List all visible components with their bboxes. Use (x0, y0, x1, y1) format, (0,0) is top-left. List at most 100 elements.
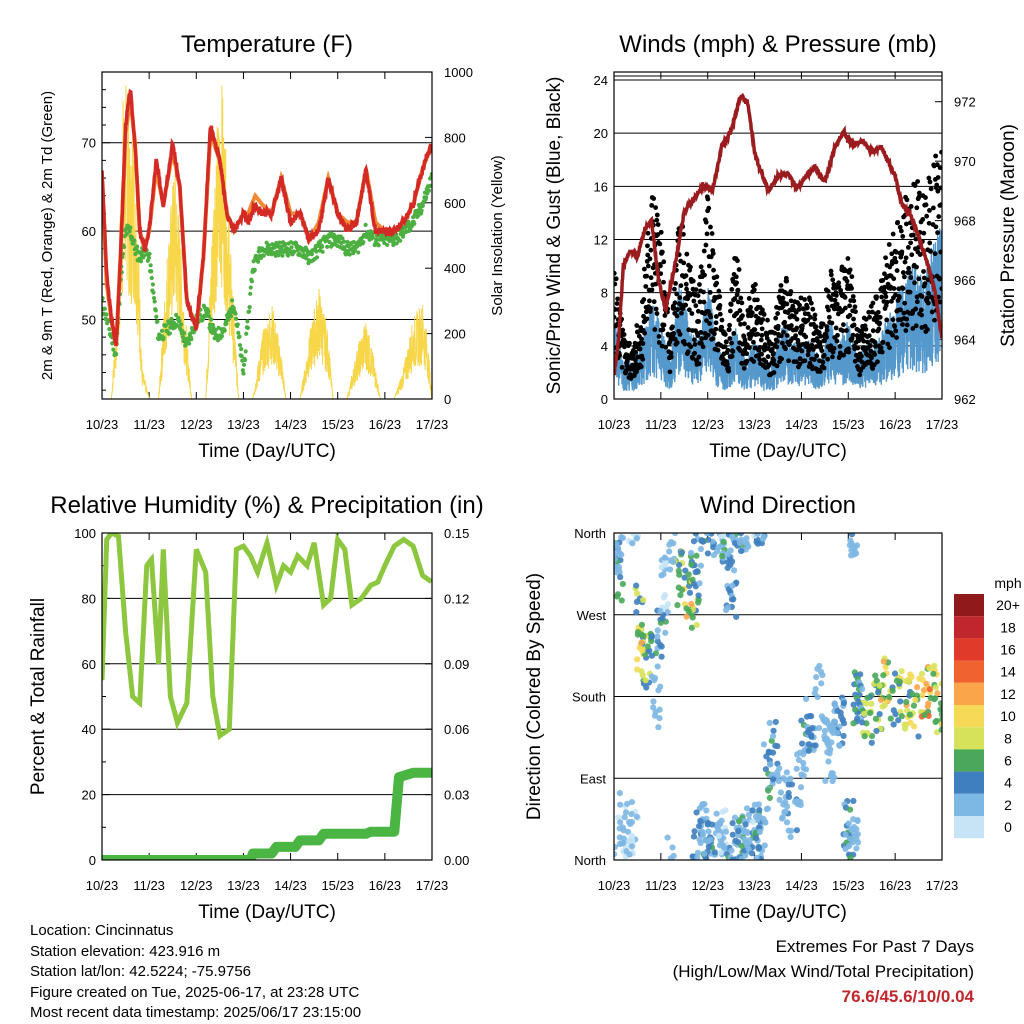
data-point-gust (832, 297, 838, 303)
data-point-gust (771, 370, 777, 375)
data-point-direction (868, 739, 875, 746)
data-point-direction (770, 727, 777, 734)
data-point-direction (755, 801, 762, 808)
data-point-gust (784, 333, 790, 338)
colorbar-swatch (954, 727, 984, 750)
data-point-gust (834, 338, 840, 344)
data-point-direction (931, 662, 938, 669)
data-point-direction (745, 845, 752, 853)
data-point-direction (642, 677, 649, 684)
data-point-gust (925, 327, 930, 332)
y-tick-label: 8 (601, 286, 608, 301)
data-point-dewpoint (222, 328, 227, 333)
data-point-gust (713, 320, 719, 326)
data-point-gust (870, 328, 876, 334)
data-point-gust (814, 344, 819, 349)
data-point-gust (867, 314, 872, 320)
data-point-dewpoint (155, 319, 160, 324)
data-point-direction (683, 613, 690, 620)
data-point-gust (727, 308, 733, 314)
panel-temperature: Temperature (F) Time (Day/UTC) 2m & 9m T (… (39, 31, 506, 462)
data-point-gust (651, 196, 657, 201)
data-point-dewpoint (152, 299, 157, 304)
data-point-dewpoint (261, 253, 266, 258)
y-right-tick-label: 966 (954, 273, 976, 288)
data-point-gust (703, 242, 709, 248)
data-point-gust (761, 312, 767, 317)
data-point-direction (716, 819, 723, 826)
data-point-gust (798, 295, 804, 301)
data-point-gust (907, 289, 913, 295)
data-point-direction (618, 534, 625, 541)
data-point-dewpoint (252, 267, 257, 272)
data-point-direction (924, 703, 931, 710)
data-point-gust (784, 301, 790, 307)
data-point-gust (812, 316, 818, 322)
x-tick-label: 16/23 (369, 417, 402, 432)
data-point-direction (813, 673, 820, 681)
data-point-direction (674, 602, 681, 609)
data-point-gust (819, 348, 825, 353)
data-point-direction (617, 574, 624, 581)
data-point-gust (642, 330, 648, 336)
data-point-direction (617, 819, 624, 826)
data-point-direction (698, 537, 705, 544)
data-point-gust (886, 242, 892, 247)
data-point-gust (831, 282, 837, 287)
data-point-gust (874, 294, 879, 300)
data-point-gust (914, 264, 919, 270)
data-point-direction (659, 615, 666, 622)
data-point-direction (836, 742, 843, 749)
data-point-gust (780, 340, 785, 346)
data-point-direction (822, 777, 829, 784)
data-point-direction (772, 718, 779, 726)
panel-title: Temperature (F) (181, 31, 353, 58)
data-point-gust (812, 357, 817, 362)
data-point-gust (690, 278, 696, 284)
data-point-direction (754, 812, 762, 819)
y-tick-label: East (580, 771, 606, 786)
data-point-gust (933, 153, 939, 159)
data-point-gust (820, 321, 826, 327)
data-point-direction (724, 559, 731, 566)
data-point-gust (821, 365, 827, 371)
data-point-gust (691, 298, 697, 304)
data-point-direction (732, 837, 739, 844)
data-point-direction (626, 838, 633, 845)
data-point-gust (734, 292, 740, 298)
data-point-gust (794, 316, 800, 322)
data-point-direction (909, 690, 916, 698)
data-point-gust (658, 229, 664, 235)
data-point-direction (926, 665, 933, 672)
data-point-dewpoint (237, 343, 243, 348)
data-point-gust (757, 357, 763, 362)
data-point-gust (825, 288, 831, 294)
data-point-direction (793, 827, 801, 834)
y-right-tick-label: 800 (444, 130, 466, 145)
data-point-direction (868, 700, 875, 707)
data-point-gust (891, 286, 897, 291)
data-point-direction (675, 561, 683, 569)
colorbar-swatch (954, 793, 984, 816)
data-point-direction (724, 564, 731, 571)
data-point-direction (625, 818, 633, 826)
data-point-direction (774, 773, 781, 780)
data-point-gust (909, 252, 915, 258)
data-point-gust (828, 268, 834, 274)
data-point-dewpoint (149, 275, 154, 281)
data-point-direction (660, 594, 668, 601)
data-point-gust (648, 247, 654, 253)
data-point-gust (831, 346, 837, 351)
data-point-gust (869, 355, 874, 361)
data-point-direction (615, 814, 622, 821)
data-point-gust (655, 222, 661, 227)
x-tick-label: 10/23 (86, 878, 119, 893)
data-point-gust (755, 331, 761, 337)
data-point-dewpoint (206, 309, 211, 314)
data-point-gust (641, 297, 647, 302)
data-point-gust (661, 322, 667, 328)
data-point-direction (658, 653, 665, 660)
data-point-direction (937, 700, 942, 707)
data-point-gust (920, 217, 926, 222)
